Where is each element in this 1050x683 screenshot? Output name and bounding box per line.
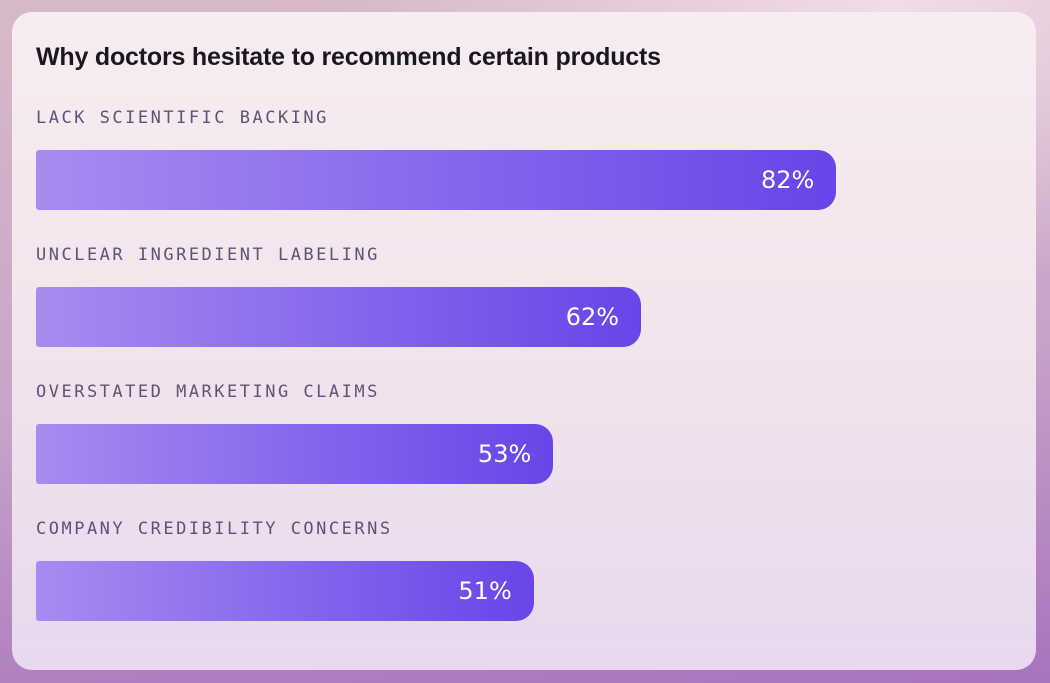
bar-value: 82% bbox=[760, 166, 815, 194]
bar-group: UNCLEAR INGREDIENT LABELING 62% bbox=[36, 245, 1012, 347]
bar: 51% bbox=[36, 561, 534, 621]
bar-track: 62% bbox=[36, 287, 1012, 347]
bar: 62% bbox=[36, 287, 642, 347]
chart-card: Why doctors hesitate to recommend certai… bbox=[12, 12, 1036, 670]
bar: 53% bbox=[36, 424, 554, 484]
bar-track: 82% bbox=[36, 150, 1012, 210]
bar-label: LACK SCIENTIFIC BACKING bbox=[36, 108, 329, 128]
bar-label: COMPANY CREDIBILITY CONCERNS bbox=[36, 519, 393, 539]
bar-value: 51% bbox=[458, 577, 512, 605]
bar-track: 53% bbox=[36, 424, 1012, 484]
bar-value: 62% bbox=[565, 303, 620, 331]
bar-group: COMPANY CREDIBILITY CONCERNS 51% bbox=[36, 519, 1012, 621]
bar-group: OVERSTATED MARKETING CLAIMS 53% bbox=[36, 382, 1012, 484]
bar-chart: LACK SCIENTIFIC BACKING 82% UNCLEAR INGR… bbox=[36, 108, 1012, 621]
bar-label: OVERSTATED MARKETING CLAIMS bbox=[36, 382, 380, 402]
chart-title: Why doctors hesitate to recommend certai… bbox=[36, 43, 661, 71]
bar: 82% bbox=[36, 150, 837, 210]
bar-value: 53% bbox=[477, 440, 532, 468]
bar-group: LACK SCIENTIFIC BACKING 82% bbox=[36, 108, 1012, 210]
bar-track: 51% bbox=[36, 561, 1012, 621]
bar-label: UNCLEAR INGREDIENT LABELING bbox=[36, 245, 380, 265]
